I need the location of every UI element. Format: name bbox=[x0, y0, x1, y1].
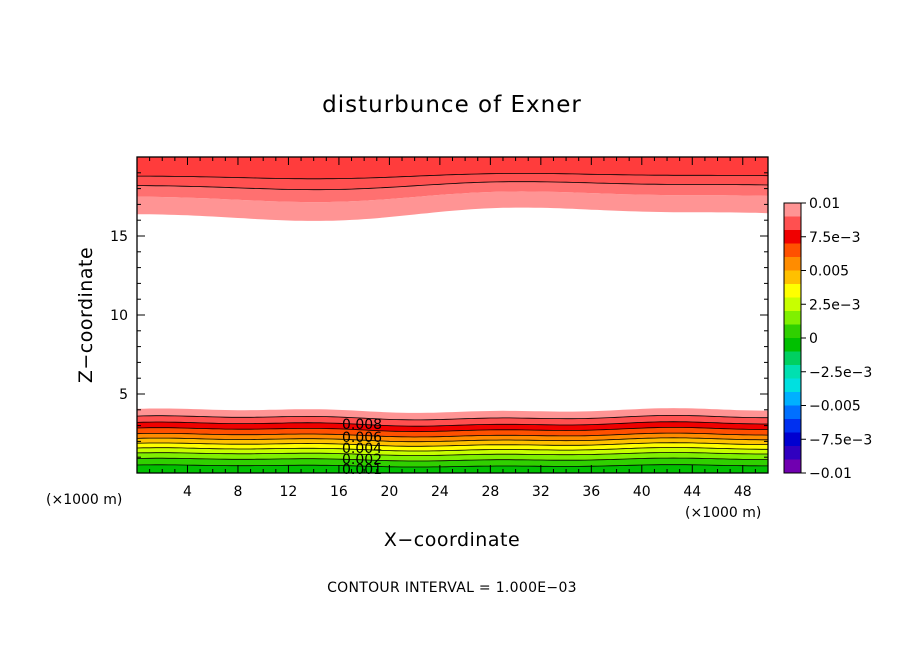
colorbar-label: 2.5e−3 bbox=[809, 297, 861, 313]
x-tick-label: 28 bbox=[481, 484, 499, 500]
x-tick-label: 4 bbox=[183, 484, 192, 500]
y-tick-label: 5 bbox=[119, 387, 128, 403]
colorbar-segment bbox=[784, 378, 801, 393]
contour-band-bottom bbox=[137, 415, 768, 427]
x-tick-label: 12 bbox=[280, 484, 298, 500]
colorbar-label: −0.01 bbox=[809, 466, 852, 482]
contour-band-top bbox=[137, 157, 768, 179]
contour-band-bottom bbox=[137, 452, 768, 461]
contour-line-bottom bbox=[137, 414, 768, 421]
x-tick-label: 44 bbox=[683, 484, 701, 500]
colorbar-segment bbox=[784, 216, 801, 231]
colorbar-segment bbox=[784, 311, 801, 325]
x-tick-label: 32 bbox=[532, 484, 550, 500]
y-axis-unit: (×1000 m) bbox=[46, 492, 122, 508]
chart-title: disturbunce of Exner bbox=[322, 92, 582, 118]
contour-line-layer bbox=[137, 172, 768, 468]
colorbar-segment bbox=[784, 230, 801, 244]
colorbar-segment bbox=[784, 459, 801, 474]
x-axis-ticks: 4 8 12 16 20 24 28 32 36 40 44 48 bbox=[149, 157, 756, 500]
contour-line-top bbox=[137, 172, 768, 180]
colorbar-label: 7.5e−3 bbox=[809, 230, 861, 246]
contour-label-0-004: 0.004 bbox=[342, 441, 382, 457]
colorbar-segment bbox=[784, 243, 801, 258]
contour-band-top bbox=[137, 191, 768, 221]
contour-band-top bbox=[137, 173, 768, 190]
contour-label-0-006: 0.006 bbox=[342, 430, 382, 446]
contour-line-bottom bbox=[137, 421, 768, 427]
colorbar-segment bbox=[784, 270, 801, 285]
colorbar-segment bbox=[784, 284, 801, 298]
contour-line-bottom bbox=[137, 457, 768, 462]
colorbar-segment bbox=[784, 405, 801, 420]
y-tick-label: 15 bbox=[110, 229, 128, 245]
x-tick-label: 48 bbox=[734, 484, 752, 500]
x-axis-unit: (×1000 m) bbox=[685, 505, 761, 521]
colorbar-segment bbox=[784, 338, 801, 352]
colorbar-segment bbox=[784, 257, 801, 271]
contour-line-bottom bbox=[137, 442, 768, 447]
colorbar-segment bbox=[784, 203, 801, 217]
contour-label-0-008: 0.008 bbox=[342, 417, 382, 433]
colorbar-label: −7.5e−3 bbox=[809, 432, 872, 448]
contour-band-top bbox=[137, 181, 768, 203]
colorbar-segment bbox=[784, 419, 801, 433]
colorbar-label: 0.01 bbox=[809, 196, 840, 212]
y-tick-label: 10 bbox=[110, 308, 128, 324]
x-tick-label: 24 bbox=[431, 484, 449, 500]
x-axis-label: X−coordinate bbox=[384, 529, 520, 551]
colorbar-label: 0.005 bbox=[809, 264, 849, 280]
contour-interval-note: CONTOUR INTERVAL = 1.000E−03 bbox=[327, 580, 577, 596]
colorbar-segment bbox=[784, 392, 801, 406]
colorbar-label: −2.5e−3 bbox=[809, 365, 872, 381]
y-axis-label: Z−coordinate bbox=[75, 247, 97, 383]
y-axis-ticks: 5 10 15 bbox=[110, 172, 768, 458]
contour-line-bottom bbox=[137, 432, 768, 438]
contour-line-bottom bbox=[137, 464, 768, 468]
x-tick-label: 16 bbox=[330, 484, 348, 500]
contour-line-bottom bbox=[137, 437, 768, 443]
contour-band-bottom bbox=[137, 408, 768, 420]
x-tick-label: 40 bbox=[633, 484, 651, 500]
contour-label-0-002: 0.002 bbox=[342, 452, 382, 468]
colorbar-segment bbox=[784, 324, 801, 339]
x-tick-label: 20 bbox=[380, 484, 398, 500]
contour-line-bottom bbox=[137, 447, 768, 452]
contour-band-bottom bbox=[137, 464, 768, 473]
x-tick-label: 8 bbox=[233, 484, 242, 500]
x-tick-label: 36 bbox=[582, 484, 600, 500]
colorbar-segment bbox=[784, 446, 801, 460]
contour-label-0-001: 0.001 bbox=[342, 462, 382, 478]
contour-label-layer: 0.008 0.006 0.004 0.002 0.001 bbox=[342, 417, 382, 478]
colorbar-segment bbox=[784, 432, 801, 447]
contour-line-top bbox=[137, 181, 768, 191]
colorbar-segment bbox=[784, 351, 801, 366]
contour-line-bottom bbox=[137, 452, 768, 456]
colorbar-segment bbox=[784, 365, 801, 379]
colorbar-label: −0.005 bbox=[809, 399, 861, 415]
contour-line-bottom bbox=[137, 426, 768, 433]
colorbar-segment bbox=[784, 297, 801, 312]
colorbar: 0.01 7.5e−3 0.005 2.5e−3 0 −2.5e−3 −0.005 −7.5e… bbox=[783, 196, 872, 482]
contour-band-bottom bbox=[137, 458, 768, 467]
colorbar-label: 0 bbox=[809, 331, 818, 347]
